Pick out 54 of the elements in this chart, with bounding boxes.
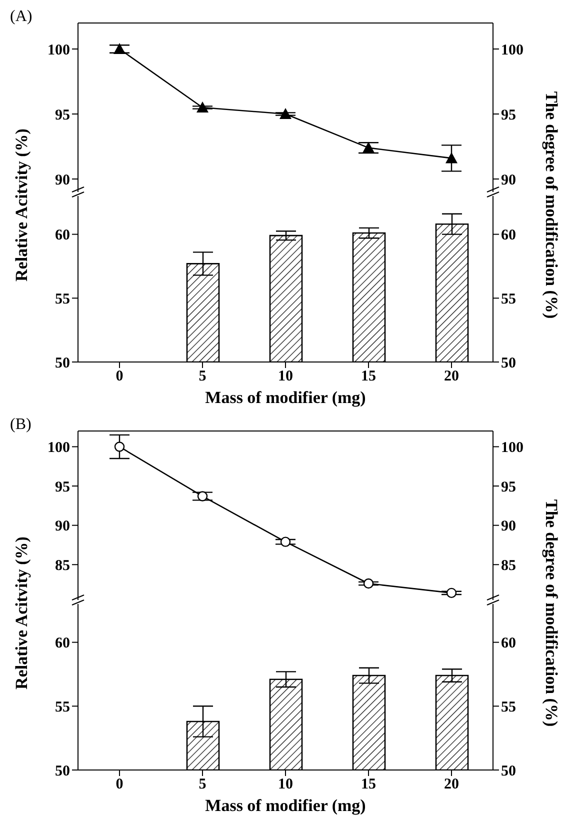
y-tick-label: 60 bbox=[55, 228, 70, 244]
y2-tick-label: 100 bbox=[501, 42, 524, 58]
y2-tick-label: 50 bbox=[501, 763, 516, 780]
y2-tick-label: 55 bbox=[501, 699, 516, 716]
point bbox=[114, 442, 125, 452]
y2-tick-label: 90 bbox=[501, 172, 516, 188]
y-tick-label: 90 bbox=[55, 518, 70, 535]
y2-tick-label: 60 bbox=[501, 636, 516, 652]
y2-tick-label: 90 bbox=[501, 518, 516, 535]
x-tick-label: 0 bbox=[116, 368, 124, 385]
y-tick-label: 95 bbox=[55, 107, 70, 124]
x-tick-label: 20 bbox=[444, 368, 459, 385]
x-tick-label: 15 bbox=[361, 776, 376, 793]
point bbox=[114, 43, 126, 54]
y-axis-title: Relative Acitvity (%) bbox=[12, 128, 32, 282]
y-tick-label: 90 bbox=[55, 172, 70, 188]
y-tick-label: 55 bbox=[55, 291, 70, 308]
y2-axis-title: The degree of modification (%) bbox=[541, 499, 561, 727]
chart-title: (B) bbox=[10, 416, 32, 434]
y-tick-label: 55 bbox=[55, 699, 70, 716]
x-tick-label: 20 bbox=[444, 776, 459, 793]
y-tick-label: 50 bbox=[55, 355, 70, 372]
y-tick-label: 100 bbox=[48, 42, 70, 58]
y2-tick-label: 95 bbox=[501, 479, 516, 496]
y2-tick-label: 55 bbox=[501, 291, 516, 308]
x-tick-label: 15 bbox=[361, 368, 376, 385]
point bbox=[446, 152, 458, 164]
point bbox=[196, 102, 208, 112]
y2-axis-title: The degree of modification (%) bbox=[541, 91, 561, 319]
point bbox=[362, 142, 374, 153]
x-tick-label: 10 bbox=[278, 776, 293, 793]
chart-title: (A) bbox=[10, 8, 32, 26]
y-tick-label: 60 bbox=[55, 636, 70, 652]
y2-tick-label: 85 bbox=[501, 558, 516, 574]
y2-tick-label: 100 bbox=[501, 440, 524, 456]
y-tick-label: 100 bbox=[48, 440, 70, 456]
point bbox=[446, 588, 457, 598]
y-tick-label: 95 bbox=[55, 479, 70, 496]
x-axis-title: Mass of modifier (mg) bbox=[204, 796, 367, 816]
y2-tick-label: 50 bbox=[501, 355, 516, 372]
y-axis-title: Relative Acitvity (%) bbox=[12, 536, 32, 690]
y2-tick-label: 95 bbox=[501, 107, 516, 124]
x-axis-title: Mass of modifier (mg) bbox=[204, 388, 367, 408]
x-tick-label: 0 bbox=[116, 776, 124, 793]
x-tick-label: 5 bbox=[198, 368, 206, 385]
point bbox=[197, 491, 208, 502]
point bbox=[280, 536, 291, 547]
y-tick-label: 50 bbox=[55, 763, 70, 780]
point bbox=[363, 578, 374, 589]
x-tick-label: 10 bbox=[278, 368, 293, 385]
point bbox=[280, 108, 292, 119]
y-tick-label: 85 bbox=[55, 558, 70, 574]
y2-tick-label: 60 bbox=[501, 228, 516, 244]
x-tick-label: 5 bbox=[198, 776, 206, 793]
